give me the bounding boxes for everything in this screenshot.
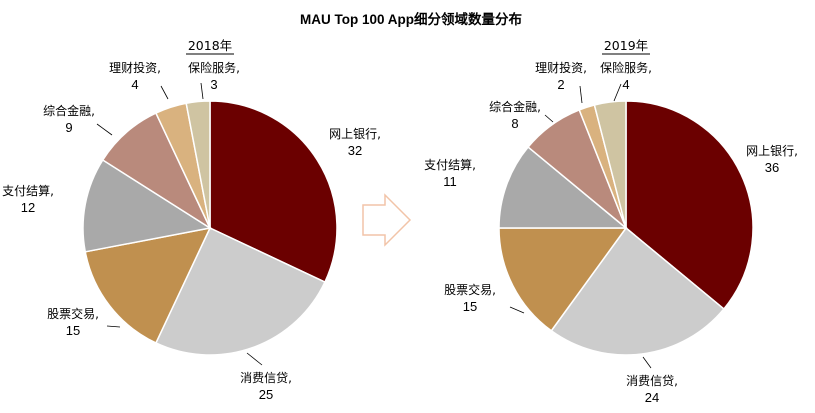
slice-label: 保险服务,: [600, 60, 652, 75]
leader-line: [246, 352, 263, 366]
pie-slice: [593, 100, 627, 229]
pie-slice: [498, 145, 629, 229]
pie-slice: [498, 227, 628, 332]
slice-label: 消费信贷,: [240, 371, 292, 385]
leader-line: [96, 123, 113, 136]
leader-line: [160, 85, 169, 100]
chart-title: MAU Top 100 App细分领域数量分布: [300, 11, 522, 27]
slice-value-label: 2: [557, 77, 564, 92]
pie-slice: [84, 226, 212, 344]
slice-value-label: 32: [348, 143, 362, 158]
slice-value-label: 12: [21, 200, 35, 215]
pie-slice: [154, 227, 326, 356]
slice-label: 支付结算,: [2, 183, 54, 198]
pie-2018: 网上银行, 32 消费信贷, 25 股票交易, 15 支付结算, 12 综合金融, 9 理财投资, 4…: [2, 60, 381, 402]
leader-line: [544, 114, 554, 123]
right-arrow-icon: [362, 193, 412, 247]
leader-line: [613, 83, 622, 102]
slice-label: 股票交易,: [444, 282, 496, 297]
pie-slice: [625, 100, 754, 311]
leader-line: [642, 356, 652, 369]
slice-label: 综合金融,: [489, 99, 541, 114]
leader-line: [200, 82, 204, 100]
slice-value-label: 15: [463, 299, 477, 314]
slice-label: 理财投资,: [109, 60, 161, 75]
leader-line: [106, 325, 121, 328]
slice-value-label: 24: [645, 390, 659, 405]
pie-2019: 网上银行,36消费信贷,24股票交易,15支付结算,11综合金融,8理财投资,2…: [424, 60, 798, 405]
slice-label: 消费信贷,: [626, 374, 678, 388]
slice-value-label: 9: [65, 120, 72, 135]
slice-label: 保险服务,: [188, 60, 240, 75]
slice-value-label: 15: [66, 323, 80, 338]
pie-slice: [550, 226, 725, 356]
slice-value-label: 11: [443, 174, 457, 189]
leader-line: [509, 306, 525, 314]
slice-value-label: 3: [210, 77, 217, 92]
pie-slice: [209, 100, 338, 284]
slice-value-label: 36: [765, 160, 779, 175]
slice-label: 理财投资,: [535, 60, 587, 75]
slice-label: 支付结算,: [424, 157, 476, 172]
pie-slice: [185, 100, 211, 229]
slice-value-label: 8: [511, 116, 518, 131]
pie-2018-title: 2018年: [188, 38, 232, 53]
slice-label: 综合金融,: [43, 103, 95, 118]
slice-label: 网上银行,: [329, 127, 381, 141]
pie-2019-title: 2019年: [604, 38, 648, 53]
leader-line: [579, 85, 583, 104]
slice-value-label: 25: [259, 387, 273, 402]
slice-label: 股票交易,: [47, 306, 99, 321]
slice-value-label: 4: [622, 77, 629, 92]
pie-slice: [82, 158, 213, 253]
slice-label: 网上银行,: [746, 144, 798, 158]
slice-value-label: 4: [131, 77, 138, 92]
